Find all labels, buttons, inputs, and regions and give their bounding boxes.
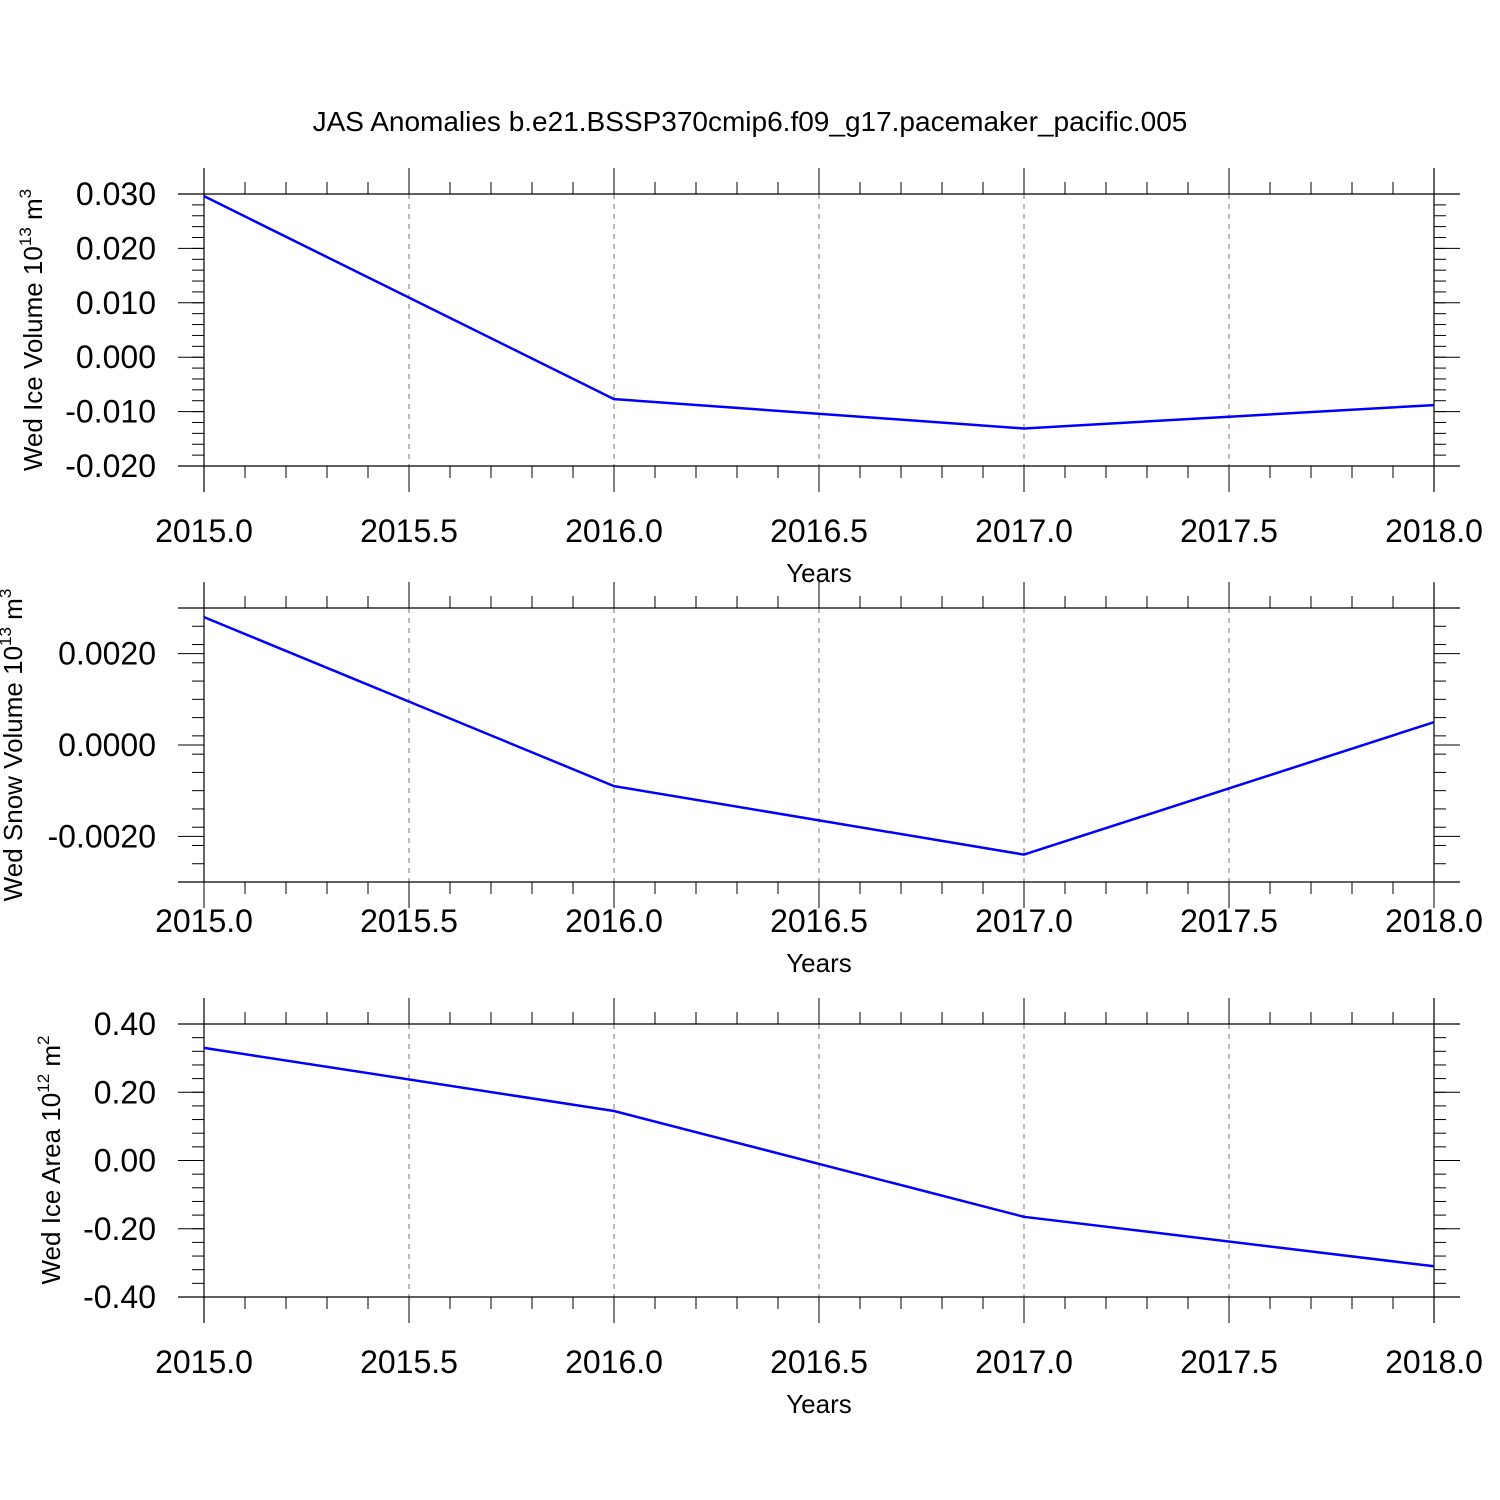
x-tick-label: 2018.0 xyxy=(1385,903,1483,939)
y-tick-label: -0.40 xyxy=(83,1279,156,1315)
series-line xyxy=(203,615,1435,856)
x-tick-label: 2017.0 xyxy=(975,513,1073,549)
x-tick-label: 2016.5 xyxy=(770,513,868,549)
y-axis-title: Wed Snow Volume 1013 m3 xyxy=(0,589,28,902)
x-tick-label: 2015.0 xyxy=(155,1344,253,1380)
y-tick-label: 0.0000 xyxy=(58,727,156,763)
y-tick-label: -0.0020 xyxy=(47,818,156,854)
panel-3: 0.40 0.20 0.00 -0.20 -0.40 2015.0 2015.5 2016.0… xyxy=(34,998,1483,1419)
x-tick-label: 2017.5 xyxy=(1180,513,1278,549)
x-tick-label: 2017.0 xyxy=(975,1344,1073,1380)
x-tick-label: 2015.5 xyxy=(360,1344,458,1380)
x-axis-title: Years xyxy=(786,948,852,978)
chart-title: JAS Anomalies b.e21.BSSP370cmip6.f09_g17… xyxy=(313,106,1188,137)
panel-1: 0.030 0.020 0.010 0.000 -0.010 -0.020 2015.0 20… xyxy=(16,168,1483,588)
x-tick-label: 2016.5 xyxy=(770,1344,868,1380)
y-tick-label: 0.020 xyxy=(76,230,156,266)
y-tick-label: 0.40 xyxy=(94,1006,156,1042)
x-tick-label: 2016.0 xyxy=(565,513,663,549)
x-tick-label: 2017.5 xyxy=(1180,1344,1278,1380)
y-tick-label: 0.030 xyxy=(76,176,156,212)
series-line xyxy=(203,195,1435,430)
y-axis-title: Wed Ice Volume 1013 m3 xyxy=(16,189,48,471)
x-tick-label: 2015.0 xyxy=(155,903,253,939)
x-tick-label: 2016.0 xyxy=(565,1344,663,1380)
panel-2: 0.0020 0.0000 -0.0020 2015.0 2015.5 2016.0 201… xyxy=(0,582,1483,978)
y-tick-label: 0.000 xyxy=(76,339,156,375)
x-tick-label: 2015.0 xyxy=(155,513,253,549)
y-tick-label: 0.010 xyxy=(76,285,156,321)
x-tick-label: 2018.0 xyxy=(1385,1344,1483,1380)
y-tick-label: 0.0020 xyxy=(58,636,156,672)
y-tick-label: 0.00 xyxy=(94,1143,156,1179)
x-tick-label: 2015.5 xyxy=(360,513,458,549)
y-tick-label: -0.020 xyxy=(65,448,156,484)
series-line xyxy=(203,1046,1435,1268)
y-axis-title: Wed Ice Area 1012 m2 xyxy=(34,1035,66,1284)
panels: 0.030 0.020 0.010 0.000 -0.010 -0.020 2015.0 20… xyxy=(0,168,1483,1419)
x-tick-label: 2017.0 xyxy=(975,903,1073,939)
x-tick-label: 2017.5 xyxy=(1180,903,1278,939)
x-tick-label: 2015.5 xyxy=(360,903,458,939)
y-tick-label: 0.20 xyxy=(94,1074,156,1110)
y-tick-label: -0.20 xyxy=(83,1211,156,1247)
x-tick-label: 2018.0 xyxy=(1385,513,1483,549)
x-tick-label: 2016.5 xyxy=(770,903,868,939)
x-tick-label: 2016.0 xyxy=(565,903,663,939)
y-tick-label: -0.010 xyxy=(65,394,156,430)
x-axis-title: Years xyxy=(786,1389,852,1419)
